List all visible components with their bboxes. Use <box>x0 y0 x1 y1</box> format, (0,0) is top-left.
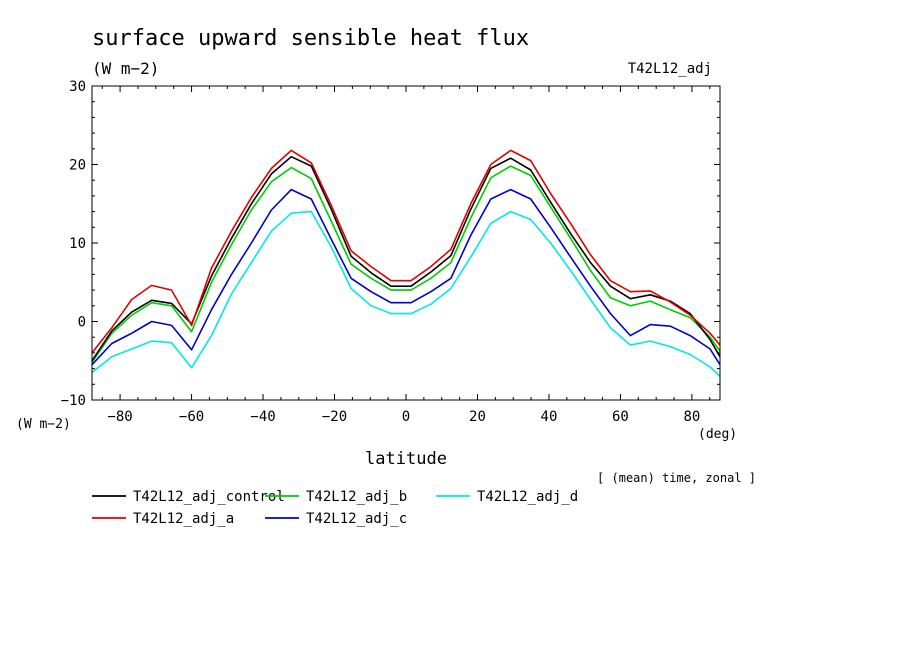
legend-label: T42L12_adj_control <box>133 489 285 505</box>
y-tick-label: 10 <box>69 236 86 252</box>
chart-title: surface upward sensible heat flux <box>92 26 529 51</box>
x-tick-label: −60 <box>179 409 204 425</box>
y-tick-label: 30 <box>69 79 86 95</box>
series-line-T42L12_adj_b <box>91 165 721 363</box>
ticks-layer: −80 −60 −40 −20 0 20 40 60 80 −10 0 10 20 30 <box>61 79 720 425</box>
x-tick-label: 20 <box>469 409 486 425</box>
x-tick-label: 40 <box>541 409 558 425</box>
aggregation-note: [ (mean) time, zonal ] <box>597 471 756 485</box>
run-label: T42L12_adj <box>628 61 712 77</box>
series-layer <box>91 149 721 377</box>
x-tick-label: 0 <box>402 409 410 425</box>
x-axis-label: latitude <box>365 449 447 469</box>
series-line-T42L12_adj_d <box>91 210 721 377</box>
y-tick-label: 20 <box>69 158 86 174</box>
x-tick-label: −20 <box>322 409 347 425</box>
y-tick-label: 0 <box>78 315 86 331</box>
legend: T42L12_adj_control T42L12_adj_a T42L12_adj… <box>92 489 578 527</box>
chart-units: (W m−2) <box>92 59 159 78</box>
legend-label: T42L12_adj_c <box>306 511 407 527</box>
x-tick-label: −40 <box>250 409 275 425</box>
series-line-T42L12_adj_c <box>91 188 721 366</box>
y-tick-label: −10 <box>61 393 86 409</box>
y-axis-unit: (W m−2) <box>16 417 71 432</box>
legend-label: T42L12_adj_a <box>133 511 234 527</box>
plot-frame <box>91 85 721 401</box>
legend-label: T42L12_adj_d <box>477 489 578 505</box>
legend-label: T42L12_adj_b <box>306 489 407 505</box>
x-axis-unit: (deg) <box>698 427 737 442</box>
x-tick-label: −80 <box>107 409 132 425</box>
series-line-T42L12_adj_a <box>91 149 721 354</box>
x-tick-label: 60 <box>612 409 629 425</box>
x-tick-label: 80 <box>683 409 700 425</box>
